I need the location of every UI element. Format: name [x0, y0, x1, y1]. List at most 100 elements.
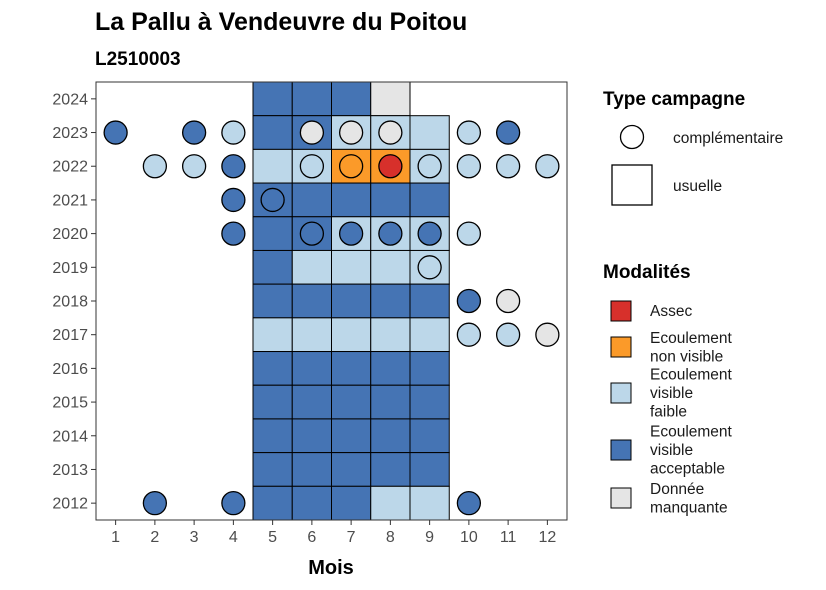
plot-area: 1 2 3 4 5 6 7 8 9 10 11 122012201320142015201620172… [52, 81, 568, 546]
y-tick-label: 2024 [52, 91, 88, 108]
tile-2016-7 [331, 351, 372, 386]
x-tick-label: 11 [500, 529, 517, 546]
tile-2016-9 [409, 351, 450, 386]
point-2023-7 [338, 120, 364, 145]
legend-swatch-assec [610, 300, 632, 322]
point-2021-5 [260, 187, 285, 213]
legend-key-usuelle [611, 164, 653, 206]
point-2019-9 [417, 255, 442, 280]
legend-type-title: Type campagne [603, 89, 745, 110]
y-tick-label: 2013 [52, 462, 88, 479]
tile-2024-7 [331, 81, 372, 117]
point-2023-3 [181, 120, 207, 145]
tile-2020-5 [252, 216, 293, 251]
tile-2014-7 [331, 418, 372, 454]
point-2022-6 [299, 154, 325, 179]
tile-2015-5 [252, 384, 293, 420]
tile-2014-9 [409, 418, 450, 454]
point-2020-9 [417, 221, 442, 246]
tile-2015-8 [370, 384, 411, 420]
tile-2014-8 [370, 418, 411, 454]
tile-2017-6 [291, 317, 332, 353]
tile-2019-7 [331, 249, 372, 285]
tile-2014-5 [252, 418, 293, 454]
point-2012-2 [142, 491, 168, 516]
point-2020-8 [378, 221, 403, 246]
legend-label-ecoulement-non-visible: Ecoulement [650, 330, 733, 347]
tile-2021-9 [409, 182, 450, 218]
point-2023-11 [495, 120, 521, 145]
tile-2012-7 [331, 485, 372, 521]
x-tick-label: 7 [347, 529, 356, 546]
chart-title: La Pallu à Vendeuvre du Poitou [95, 8, 467, 36]
y-tick-label: 2018 [52, 294, 88, 311]
tile-2013-6 [291, 452, 332, 487]
tile-2016-8 [370, 351, 411, 386]
tile-2013-5 [252, 452, 293, 487]
tile-2017-5 [252, 317, 293, 353]
point-2023-1 [103, 120, 128, 145]
point-2022-9 [417, 154, 442, 179]
point-2018-10 [456, 288, 482, 314]
y-tick-label: 2020 [52, 226, 88, 243]
legend-swatch-ecoulement-visible-acceptable [610, 439, 632, 461]
x-tick-label: 10 [460, 529, 478, 546]
tile-2017-8 [370, 317, 411, 353]
legend-label-donnee-manquante: Donnée [650, 481, 704, 498]
point-2023-10 [456, 120, 482, 145]
legend-modalites-title: Modalités [603, 262, 691, 283]
legend-label-complementaire: complémentaire [673, 130, 783, 147]
legend-swatch-ecoulement-non-visible [610, 336, 632, 358]
point-2023-8 [378, 120, 403, 145]
tile-2019-8 [370, 249, 411, 285]
x-tick-label: 5 [268, 529, 277, 546]
tile-2018-9 [409, 283, 450, 319]
tile-2015-9 [409, 384, 450, 420]
legend-label-usuelle: usuelle [673, 178, 722, 195]
point-2022-4 [221, 154, 246, 179]
point-2022-3 [181, 154, 207, 179]
point-2022-10 [456, 154, 482, 179]
point-2017-11 [495, 322, 521, 347]
tile-2014-6 [291, 418, 332, 454]
tile-2016-5 [252, 351, 293, 386]
point-2020-6 [299, 221, 325, 246]
tile-2024-8 [370, 81, 411, 117]
tile-2016-6 [291, 351, 332, 386]
point-2020-10 [456, 221, 482, 246]
y-tick-label: 2021 [52, 192, 88, 209]
point-2017-10 [456, 322, 482, 347]
tile-2019-5 [252, 249, 293, 285]
y-tick-label: 2017 [52, 327, 88, 344]
legend-swatch-donnee-manquante [610, 487, 632, 509]
tile-2012-5 [252, 485, 293, 521]
tile-2015-6 [291, 384, 332, 420]
tile-2021-8 [370, 182, 411, 218]
x-axis-title: Mois [308, 557, 354, 579]
point-2023-4 [221, 120, 246, 145]
tile-2022-5 [252, 148, 293, 184]
tile-2023-5 [252, 115, 293, 150]
y-tick-label: 2019 [52, 260, 88, 277]
legend-type-campagne: Type campagne complémentaire usuelle [603, 89, 783, 206]
legend-label-ecoulement-visible-acceptable: acceptable [650, 461, 725, 478]
tile-2015-7 [331, 384, 372, 420]
tile-2012-8 [370, 485, 411, 521]
point-2022-2 [142, 154, 168, 179]
point-2017-12 [535, 322, 560, 347]
tile-2023-9 [409, 115, 450, 150]
tile-2018-5 [252, 283, 293, 319]
point-2012-10 [456, 491, 482, 516]
x-tick-label: 4 [229, 529, 238, 546]
x-tick-label: 9 [425, 529, 434, 546]
tile-2012-6 [291, 485, 332, 521]
legend-label-ecoulement-visible-faible: visible [650, 385, 693, 402]
legend-label-ecoulement-visible-faible: Ecoulement [650, 367, 733, 384]
legend-label-ecoulement-visible-acceptable: visible [650, 442, 693, 459]
y-tick-label: 2023 [52, 125, 88, 142]
tile-2013-7 [331, 452, 372, 487]
y-tick-label: 2012 [52, 496, 88, 513]
y-tick-label: 2016 [52, 361, 88, 378]
